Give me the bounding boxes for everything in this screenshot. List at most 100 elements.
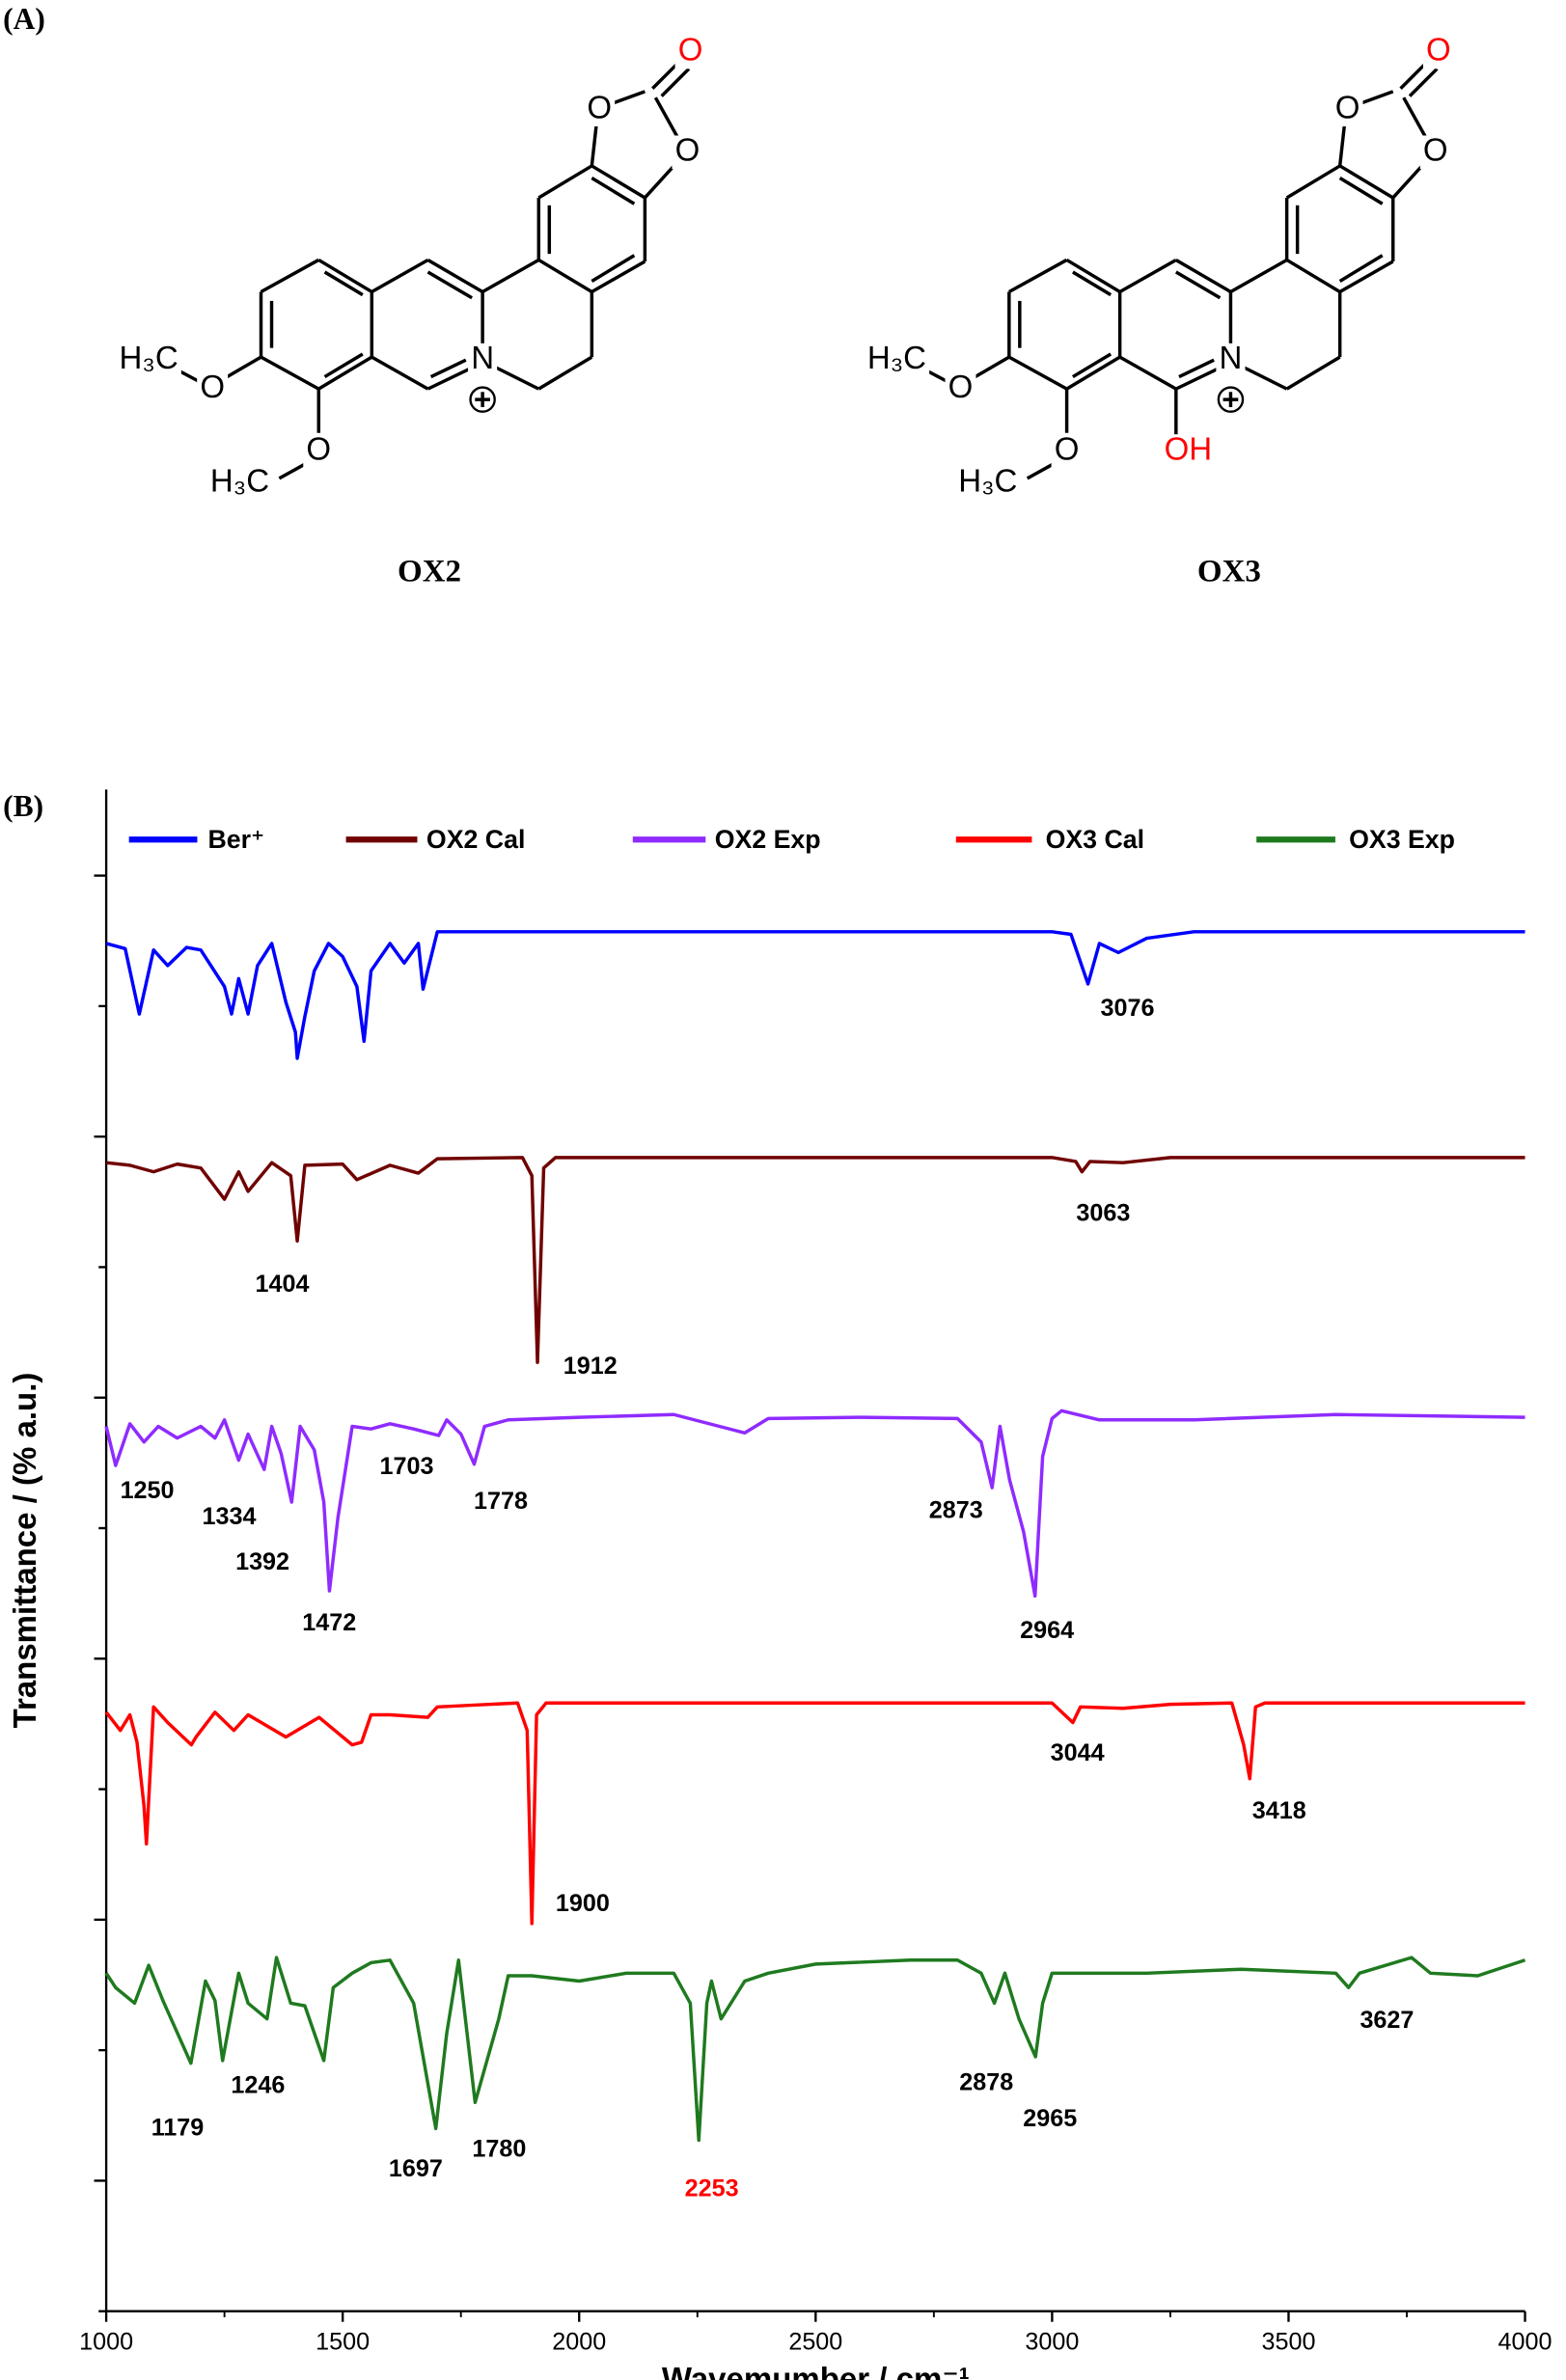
bond	[426, 270, 473, 300]
atom-bg	[945, 371, 976, 406]
atom-label: O	[678, 32, 703, 68]
panel-label: (A)	[3, 2, 45, 36]
atom-bg	[1216, 342, 1246, 377]
bond	[611, 90, 646, 106]
bond	[481, 258, 540, 293]
bond	[1007, 355, 1068, 391]
bond	[1338, 260, 1394, 293]
bond	[537, 164, 593, 200]
peak-label: 2965	[1023, 2105, 1077, 2132]
bond	[495, 366, 540, 391]
x-tick-label: 2000	[552, 2328, 606, 2355]
atom-bg	[864, 342, 930, 377]
bond	[591, 164, 646, 200]
atom-bg	[584, 93, 616, 127]
bond	[429, 358, 467, 379]
bond	[1065, 258, 1121, 293]
molecule-name: OX3	[1197, 555, 1261, 589]
bond	[1338, 164, 1394, 200]
peak-label: 2878	[959, 2068, 1013, 2095]
atom-label: H₃C	[120, 340, 179, 375]
x-axis-title: Wavemumber / cm⁻¹	[662, 2361, 970, 2380]
atom-label: O	[1055, 430, 1080, 466]
atom-label: O	[587, 89, 612, 124]
peak-label: 1334	[202, 1503, 256, 1530]
atom-label: H₃C	[867, 340, 926, 375]
atom-bg	[1422, 35, 1454, 69]
bond	[653, 96, 680, 140]
peak-label: 1778	[474, 1488, 528, 1515]
atom-label: O	[948, 369, 974, 404]
molecule-name: OX2	[398, 555, 461, 589]
x-tick-label: 1000	[79, 2328, 133, 2355]
atom-label: H₃C	[958, 462, 1017, 498]
bond	[1285, 355, 1341, 391]
atom-label: O	[675, 132, 701, 168]
bond	[1071, 270, 1113, 297]
bond	[1243, 366, 1288, 391]
bond	[1118, 258, 1177, 293]
peak-label: 1912	[563, 1353, 618, 1380]
peak-label: 2964	[1020, 1617, 1074, 1644]
atom-bg	[206, 466, 273, 500]
bond	[1285, 164, 1341, 200]
bond	[591, 254, 636, 283]
bond	[1359, 90, 1394, 106]
bond	[1007, 258, 1068, 293]
peak-label: 1404	[256, 1271, 310, 1298]
atom-label: H₃C	[210, 462, 269, 498]
atom-bg	[116, 342, 181, 377]
atom-label: O	[306, 430, 331, 466]
bond	[1402, 96, 1428, 140]
peak-label: 2873	[929, 1497, 983, 1524]
peak-label: 2253	[685, 2175, 739, 2202]
bond	[1338, 177, 1384, 205]
bond	[1071, 352, 1113, 379]
x-tick-label: 3500	[1261, 2328, 1315, 2355]
charge	[469, 386, 496, 413]
bond	[591, 177, 636, 205]
legend-label: OX2 Cal	[426, 825, 525, 854]
bond	[278, 461, 308, 480]
atom-label: N	[1220, 340, 1243, 375]
bond	[1391, 163, 1425, 200]
spectrum-line	[105, 930, 1525, 1060]
bond	[1065, 355, 1121, 391]
molecule-ox2: O O O N H₃C O O H₃C	[116, 32, 706, 500]
y-axis-title: Transmittance / (% a.u.)	[7, 1373, 42, 1729]
spectrum-line	[104, 1701, 1525, 1926]
panel-label: (B)	[3, 789, 43, 823]
molecule-ox3: O O O N H₃C O O H₃C OH	[864, 32, 1454, 500]
x-tick-label: 4000	[1498, 2328, 1552, 2355]
atom-bg	[955, 466, 1021, 500]
bond	[317, 355, 373, 391]
legend-label: Ber⁺	[207, 825, 264, 854]
bond	[1178, 358, 1215, 379]
peak-label: 1697	[389, 2155, 443, 2182]
bond	[537, 355, 593, 391]
bond	[1174, 258, 1232, 293]
bond	[660, 68, 691, 97]
spectrum-line	[104, 1956, 1526, 2143]
peak-label: 3627	[1360, 2007, 1414, 2034]
peak-label: 1472	[302, 1609, 356, 1636]
atom-bg	[672, 135, 703, 170]
atom-bg	[1051, 434, 1083, 468]
bond	[1174, 270, 1222, 300]
peak-label: 1780	[472, 2136, 526, 2163]
atom-bg	[303, 434, 335, 468]
atom-bg	[468, 342, 498, 377]
bond	[1229, 258, 1288, 293]
bond	[371, 258, 429, 293]
peak-label: 1246	[231, 2072, 285, 2099]
peak-label: 3063	[1076, 1199, 1130, 1226]
bond	[1175, 368, 1219, 391]
atom-label: O	[200, 369, 225, 404]
atom-bg	[197, 371, 229, 406]
bond	[426, 258, 483, 293]
bond	[1337, 124, 1347, 167]
bond	[537, 258, 593, 293]
atom-bg	[1161, 434, 1216, 468]
bond	[1408, 68, 1439, 97]
